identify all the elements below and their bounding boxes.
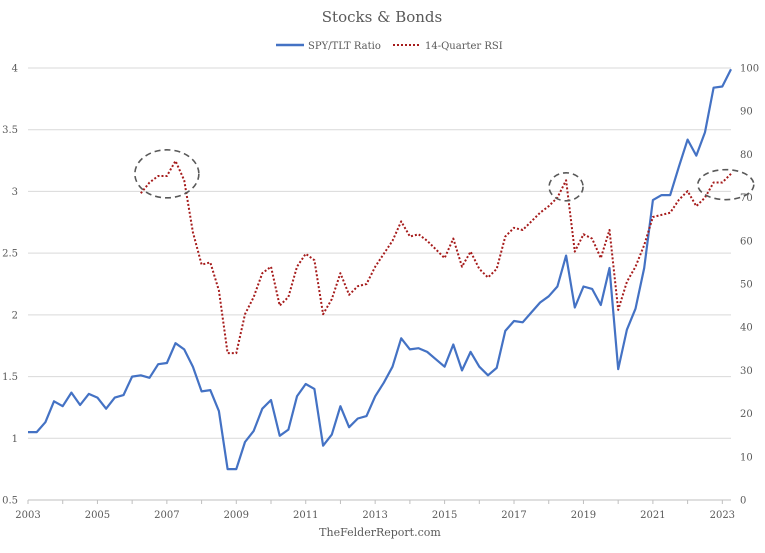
y-right-tick-label: 50 — [740, 280, 753, 291]
legend: SPY/TLT Ratio 14-Quarter RSI — [276, 41, 503, 52]
y-left-tick-label: 4 — [12, 64, 18, 75]
x-tick-label: 2021 — [640, 510, 665, 521]
highlight-ellipse — [696, 168, 755, 201]
legend-label-ratio: SPY/TLT Ratio — [308, 41, 381, 52]
footer-source: TheFelderReport.com — [319, 526, 441, 539]
annotations — [134, 149, 755, 202]
y-left-tick-label: 2 — [12, 310, 18, 321]
y-left-tick-label: 3.5 — [2, 125, 18, 136]
x-tick-label: 2015 — [432, 510, 457, 521]
y-right-tick-label: 0 — [740, 496, 746, 507]
x-tick-label: 2017 — [501, 510, 526, 521]
x-tick-label: 2009 — [224, 510, 249, 521]
series — [28, 68, 732, 471]
highlight-ellipse — [548, 172, 584, 202]
y-right-tick-label: 70 — [740, 193, 753, 204]
legend-label-rsi: 14-Quarter RSI — [425, 41, 503, 52]
y-right-tick-label: 60 — [740, 236, 753, 247]
y-left-tick-label: 0.5 — [2, 496, 18, 507]
y-left-tick-label: 1 — [12, 434, 18, 445]
series-line-spy-tlt-ratio — [28, 68, 732, 471]
x-tick-label: 2019 — [571, 510, 596, 521]
y-left-tick-label: 2.5 — [2, 249, 18, 260]
x-tick-label: 2013 — [362, 510, 387, 521]
y-right-tick-label: 100 — [740, 64, 759, 75]
y-left-tick-label: 3 — [12, 187, 18, 198]
y-right-tick-label: 20 — [740, 409, 753, 420]
x-tick-label: 2011 — [293, 510, 318, 521]
y-left-tick-label: 1.5 — [2, 372, 18, 383]
gridlines — [28, 67, 731, 439]
y-right-tick-label: 30 — [740, 366, 753, 377]
series-line-14q-rsi — [140, 159, 732, 355]
y-right-tick-label: 90 — [740, 107, 753, 118]
chart-title: Stocks & Bonds — [322, 8, 442, 26]
y-right-tick-label: 80 — [740, 150, 753, 161]
y-right-tick-label: 10 — [740, 452, 753, 463]
x-tick-label: 2005 — [85, 510, 110, 521]
x-tick-label: 2007 — [154, 510, 179, 521]
y-right-tick-label: 40 — [740, 323, 753, 334]
highlight-ellipse — [134, 149, 200, 199]
x-tick-label: 2003 — [15, 510, 40, 521]
axes: 0.511.522.533.54010203040506070809010020… — [2, 64, 759, 522]
x-tick-label: 2023 — [710, 510, 735, 521]
